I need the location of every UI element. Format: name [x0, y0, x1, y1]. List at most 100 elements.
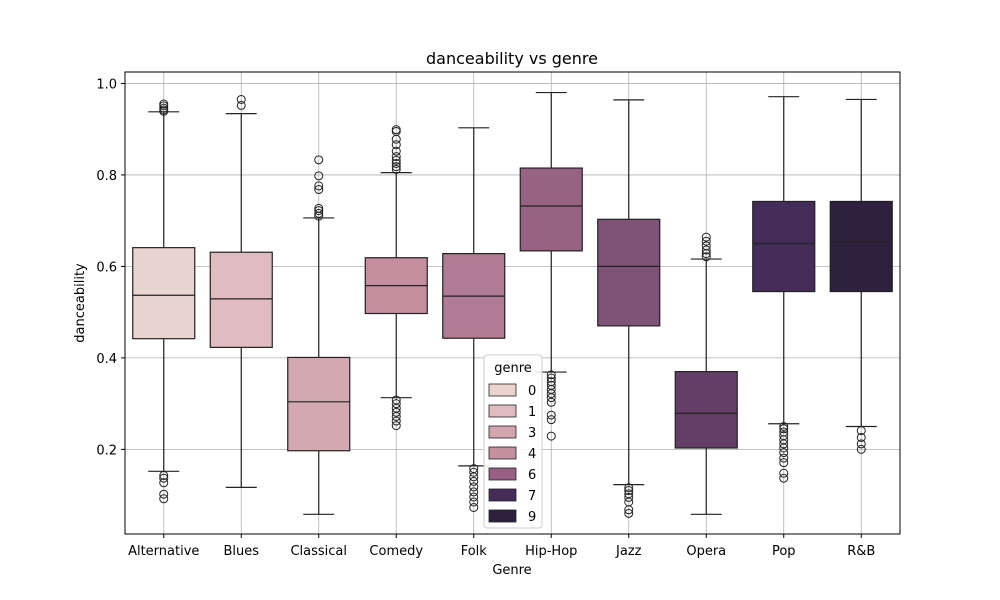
outlier-point: [469, 464, 479, 474]
chart-title: danceability vs genre: [426, 49, 598, 68]
outlier-point: [779, 473, 789, 483]
y-tick-label: 0.6: [96, 260, 117, 275]
outlier-point: [391, 155, 401, 165]
outlier-point: [391, 395, 401, 405]
legend-swatch: [488, 383, 517, 397]
x-tick-label: Alternative: [128, 544, 199, 559]
outlier-point: [856, 444, 866, 454]
x-tick-label: Opera: [686, 544, 726, 559]
outlier-point: [624, 492, 634, 502]
legend-label: 9: [528, 510, 536, 525]
outlier-point: [314, 171, 324, 181]
outlier-point: [469, 482, 479, 492]
outlier-point: [546, 431, 556, 441]
x-tick-label: Blues: [223, 544, 259, 559]
outlier-point: [314, 208, 324, 218]
outlier-point: [701, 236, 711, 246]
outlier-point: [701, 252, 711, 262]
outlier-point: [391, 416, 401, 426]
outlier-point: [391, 162, 401, 172]
outlier-point: [159, 489, 169, 499]
x-tick-label: Folk: [461, 544, 488, 559]
legend-frame: [483, 354, 543, 529]
outlier-point: [314, 185, 324, 195]
outlier-point: [701, 241, 711, 251]
outlier-point: [779, 453, 789, 463]
box-jazz: [597, 99, 661, 518]
outlier-point: [701, 232, 711, 242]
iqr-box: [752, 200, 816, 293]
iqr-box: [209, 251, 273, 348]
y-tick-label: 1.0: [96, 77, 117, 92]
box-blues: [209, 94, 273, 488]
outlier-point: [624, 486, 634, 496]
y-axis-label: danceability: [73, 263, 88, 343]
outlier-point: [159, 478, 169, 488]
iqr-box: [674, 371, 738, 449]
box-r-b: [829, 98, 893, 454]
iqr-box: [287, 356, 351, 452]
outlier-point: [391, 146, 401, 156]
outlier-point: [546, 373, 556, 383]
outlier-point: [701, 245, 711, 255]
outlier-point: [314, 203, 324, 213]
outlier-point: [469, 497, 479, 507]
outlier-point: [159, 470, 169, 480]
outlier-point: [624, 489, 634, 499]
legend-swatch: [488, 404, 517, 418]
outlier-point: [546, 415, 556, 425]
outlier-point: [391, 125, 401, 135]
x-axis-label: Genre: [492, 563, 531, 578]
box-alternative: [132, 99, 196, 504]
outlier-point: [469, 492, 479, 502]
legend-swatch: [488, 488, 517, 502]
box-pop: [752, 96, 816, 483]
x-tick-label: Pop: [772, 544, 796, 559]
outlier-point: [469, 487, 479, 497]
outlier-point: [779, 468, 789, 478]
x-tick-label: Comedy: [369, 544, 423, 559]
box-classical: [287, 155, 351, 515]
box-hip-hop: [519, 91, 583, 441]
outlier-point: [159, 473, 169, 483]
outlier-point: [546, 397, 556, 407]
x-tick-label: Hip-Hop: [525, 544, 577, 559]
legend-label: 3: [528, 426, 536, 441]
outlier-point: [779, 424, 789, 434]
axis-ticks: Alternative Blues Classical Comedy Folk Hip-H…: [96, 77, 875, 559]
x-tick-label: R&B: [847, 544, 875, 559]
outlier-point: [856, 432, 866, 442]
iqr-box: [519, 167, 583, 252]
outlier-point: [779, 431, 789, 441]
legend-label: 1: [528, 405, 536, 420]
outlier-point: [856, 426, 866, 436]
outlier-point: [469, 467, 479, 477]
outlier-point: [469, 502, 479, 512]
outlier-point: [779, 458, 789, 468]
outlier-point: [546, 377, 556, 387]
boxes-group: [132, 91, 893, 518]
iqr-box: [597, 218, 661, 327]
y-tick-label: 0.2: [96, 443, 117, 458]
legend-label: 7: [528, 489, 536, 504]
plot-frame: [124, 71, 901, 535]
outlier-point: [391, 399, 401, 409]
outlier-point: [624, 483, 634, 493]
legend: genre 0 1 3 4 6 7 9: [483, 354, 543, 529]
outlier-point: [391, 158, 401, 168]
x-tick-label: Jazz: [615, 544, 642, 559]
box-opera: [674, 232, 738, 515]
outlier-point: [546, 410, 556, 420]
outlier-point: [391, 152, 401, 162]
outlier-point: [314, 155, 324, 165]
y-tick-label: 0.4: [96, 352, 117, 367]
legend-swatch: [488, 446, 517, 460]
outlier-point: [469, 476, 479, 486]
x-tick-label: Classical: [290, 544, 347, 559]
outlier-point: [236, 100, 246, 110]
outlier-point: [159, 103, 169, 113]
y-tick-label: 0.8: [96, 169, 117, 184]
outlier-point: [391, 140, 401, 150]
legend-label: 6: [528, 468, 536, 483]
